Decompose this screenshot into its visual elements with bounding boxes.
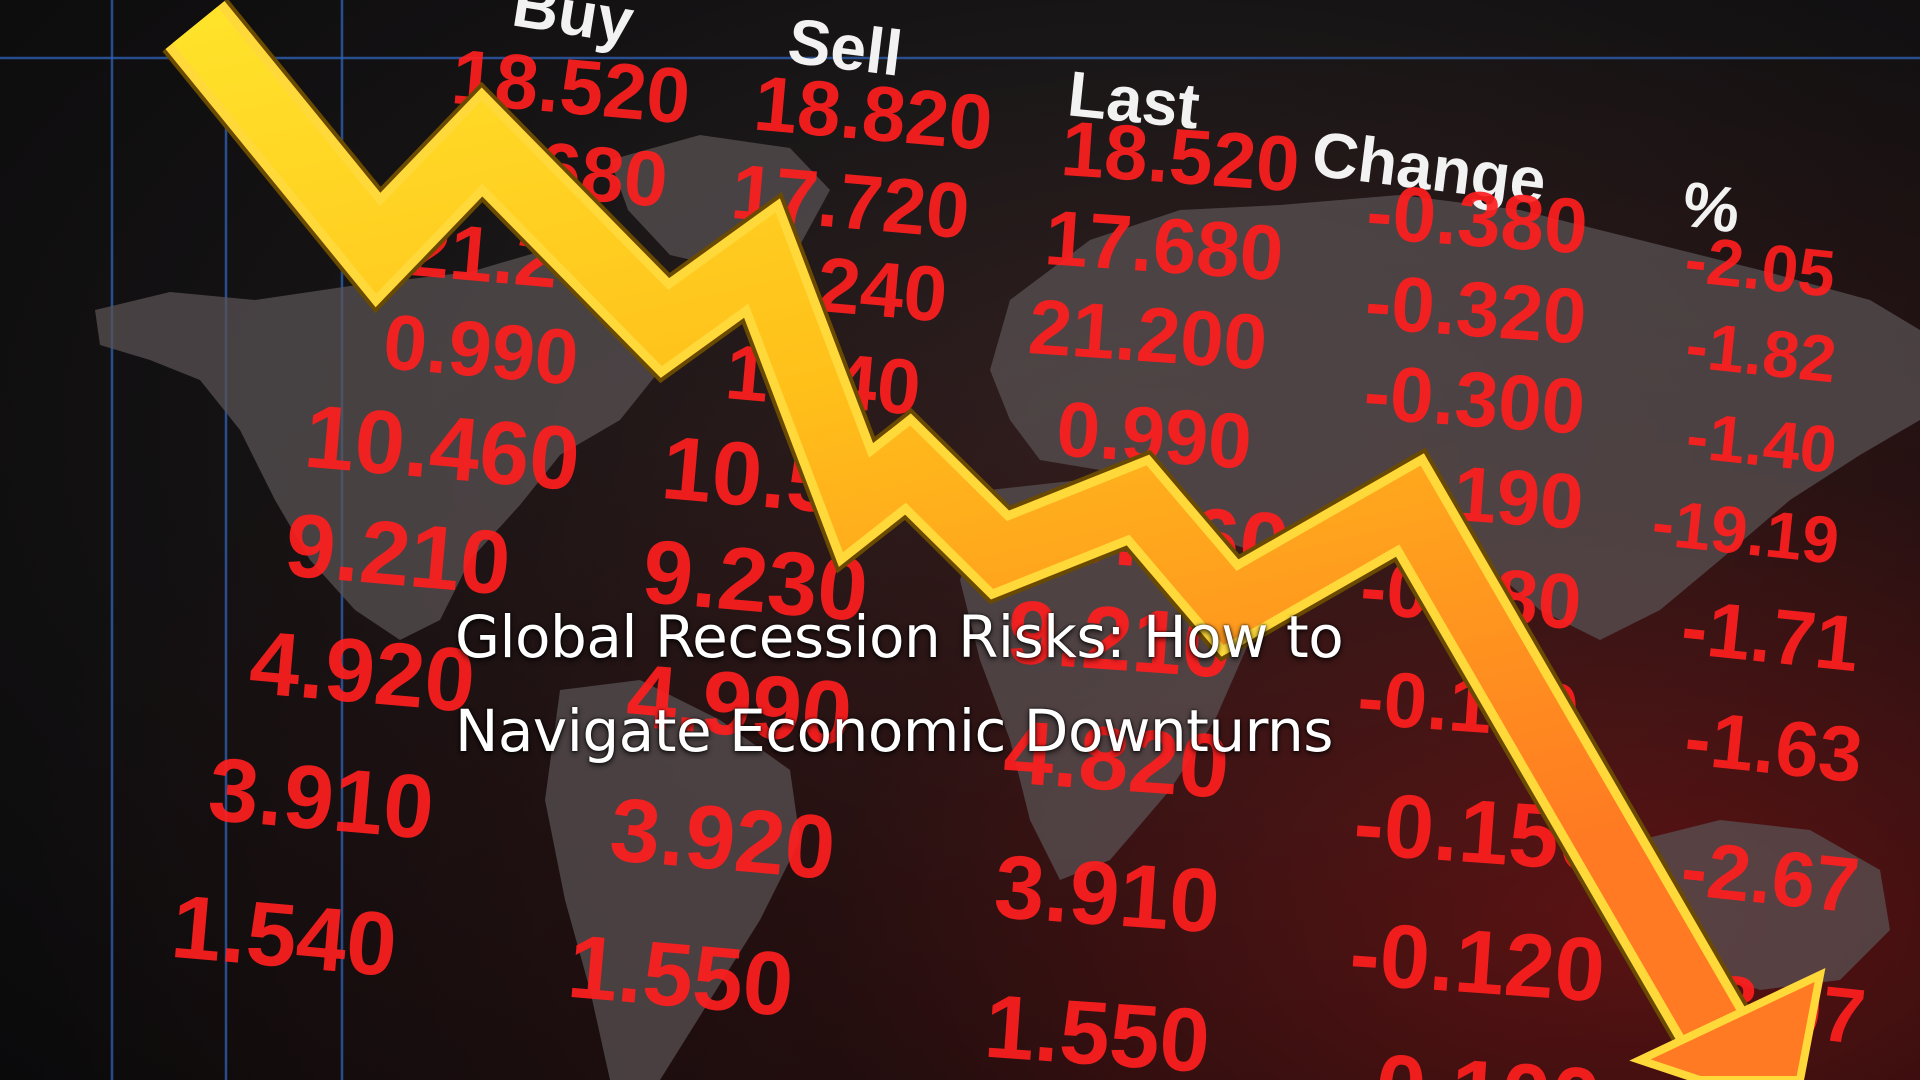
change-value: -0.380	[1364, 167, 1591, 270]
last-value: 1.550	[981, 977, 1213, 1080]
percent-value: -1.63	[1681, 693, 1867, 799]
headline-line-1: Global Recession Risks: How to	[455, 603, 1344, 671]
last-value: 3.910	[991, 837, 1223, 952]
last-value: 18.520	[1058, 104, 1302, 208]
buy-value: 9.210	[281, 495, 514, 614]
headline: Global Recession Risks: How to Navigate …	[455, 590, 1555, 778]
sell-value: 1.550	[564, 917, 797, 1036]
change-value: -0.300	[1361, 348, 1588, 451]
percent-value: -1.40	[1683, 398, 1840, 487]
continent-south-america	[545, 680, 800, 1080]
percent-value: -2.05	[1681, 222, 1838, 311]
buy-value: 3.910	[205, 740, 438, 859]
sell-value: 18.820	[751, 59, 996, 167]
continent-north-america	[95, 250, 660, 640]
percent-column: -2.05 -1.82 -1.40 -19.19 -1.71 -1.63 -2.…	[1649, 222, 1870, 1061]
last-value: 21.200	[1026, 282, 1270, 386]
change-value: -0.120	[1347, 904, 1609, 1022]
change-value: -0.320	[1363, 257, 1590, 360]
percent-value: -1.82	[1683, 307, 1840, 396]
last-value: 4.820	[1001, 702, 1233, 817]
arrow-head	[1629, 968, 1826, 1080]
buy-value: 10.460	[301, 387, 584, 511]
sell-value: 4.990	[623, 646, 856, 765]
buy-column: 18.520 17.680 21.200 0.990 10.460 9.210 …	[168, 32, 694, 996]
header-percent: %	[1678, 168, 1744, 247]
headline-line-2: Navigate Economic Downturns	[455, 697, 1333, 765]
percent-value: -1.71	[1677, 582, 1863, 688]
header-sell: Sell	[784, 4, 906, 89]
sell-value: 3.920	[606, 780, 839, 899]
arrow-body	[162, 0, 1757, 1062]
buy-value: 0.990	[380, 297, 582, 402]
buy-value: 4.920	[246, 613, 479, 732]
buy-value: 1.540	[168, 877, 401, 996]
last-value: 17.680	[1042, 193, 1286, 297]
header-last: Last	[1065, 57, 1203, 142]
continent-eurasia	[990, 195, 1920, 640]
percent-value: -2.67	[1677, 824, 1863, 930]
